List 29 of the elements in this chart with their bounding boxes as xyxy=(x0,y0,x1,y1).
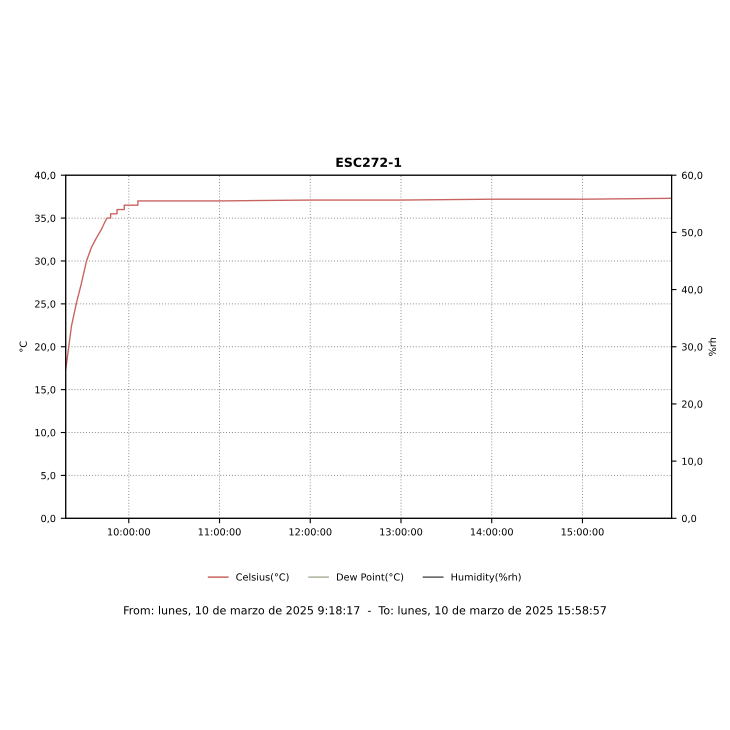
legend-label: Humidity(%rh) xyxy=(452,573,521,583)
y-tick-label: 30,0 xyxy=(35,257,56,266)
x-tick-label: 12:00:00 xyxy=(289,528,332,536)
y2-axis-title: %rh xyxy=(708,338,716,356)
legend-label: Celsius(°C) xyxy=(236,573,289,582)
x-tick-label: 14:00:00 xyxy=(470,528,513,536)
y-tick-label: 20,0 xyxy=(35,343,56,352)
y2-tick-label: 30,0 xyxy=(682,343,702,352)
y2-tick-label: 0,0 xyxy=(682,514,696,524)
y2-tick-label: 60,0 xyxy=(682,172,702,180)
x-tick-label: 11:00:00 xyxy=(198,528,241,536)
x-tick-label: 15:00:00 xyxy=(562,528,604,536)
y-tick-label: 25,0 xyxy=(35,300,56,309)
y-tick-label: 40,0 xyxy=(34,172,56,180)
x-tick-label: 10:00:00 xyxy=(108,528,150,536)
x-tick-label: 13:00:00 xyxy=(380,528,422,536)
legend-label: Dew Point(°C) xyxy=(337,573,404,582)
y-tick-label: 10,0 xyxy=(35,429,56,438)
y-tick-label: 35,0 xyxy=(35,214,56,223)
chart-title: ESC272-1 xyxy=(336,158,402,168)
text: From: lunes, 10 de marzo de 2025 9:18:17 - To: lunes, 10 de marzo de 2025 15:58:57 xyxy=(124,606,606,616)
y2-tick-label: 10,0 xyxy=(682,458,702,466)
y2-tick-label: 50,0 xyxy=(682,228,702,238)
y-axis-title: °C xyxy=(20,341,27,352)
y-tick-label: 0,0 xyxy=(41,514,56,524)
y2-tick-label: 40,0 xyxy=(682,286,702,294)
y2-tick-label: 20,0 xyxy=(682,400,702,409)
y-tick-label: 5,0 xyxy=(41,472,56,480)
y-tick-label: 15,0 xyxy=(35,386,56,394)
